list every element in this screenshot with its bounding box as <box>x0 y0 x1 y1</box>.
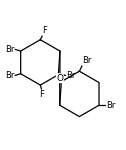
Text: F: F <box>43 26 47 35</box>
Text: O: O <box>56 74 63 83</box>
Text: Br: Br <box>5 71 14 80</box>
Text: Br: Br <box>5 45 14 54</box>
Text: Br: Br <box>106 101 115 110</box>
Text: F: F <box>39 90 44 99</box>
Text: Br: Br <box>82 56 92 65</box>
Text: Br: Br <box>66 71 76 80</box>
